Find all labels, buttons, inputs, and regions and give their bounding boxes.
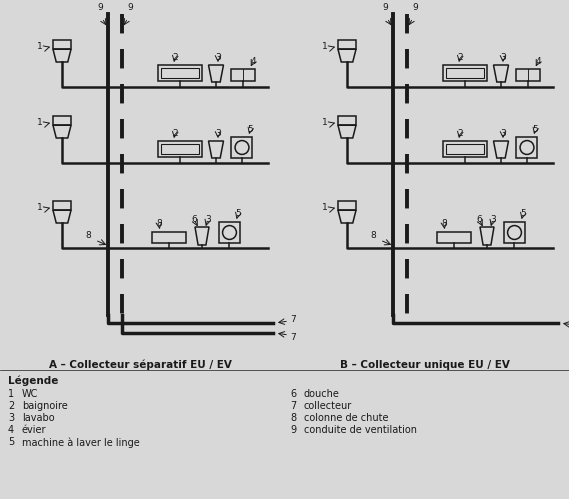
Text: A – Collecteur séparatif EU / EV: A – Collecteur séparatif EU / EV [48, 360, 232, 370]
Text: 9: 9 [412, 3, 418, 12]
Text: 1: 1 [37, 203, 43, 212]
Bar [161, 144, 199, 154]
Text: lavabo: lavabo [22, 413, 55, 423]
Text: 8: 8 [156, 220, 162, 229]
Text: 3: 3 [490, 215, 496, 224]
Text: 5: 5 [248, 124, 253, 134]
Text: 1: 1 [322, 203, 328, 212]
Bar [338, 116, 356, 125]
Text: 2: 2 [8, 401, 14, 411]
Text: 3: 3 [500, 129, 506, 138]
Text: 1: 1 [322, 41, 328, 50]
Text: 9: 9 [127, 3, 133, 12]
Bar [517, 69, 541, 81]
Text: 8: 8 [85, 232, 91, 241]
Text: 9: 9 [97, 3, 103, 12]
Text: baignoire: baignoire [22, 401, 68, 411]
Text: 5: 5 [235, 210, 241, 219]
Text: 7: 7 [290, 314, 296, 323]
Text: 6: 6 [290, 389, 296, 399]
Bar [338, 40, 356, 49]
Text: 2: 2 [172, 52, 178, 61]
Text: 5: 5 [8, 437, 14, 447]
Bar [338, 201, 356, 210]
Text: 2: 2 [457, 129, 463, 138]
Text: 1: 1 [37, 41, 43, 50]
Text: 7: 7 [290, 401, 296, 411]
Text: conduite de ventilation: conduite de ventilation [304, 425, 417, 435]
Text: 2: 2 [172, 129, 178, 138]
Text: 5: 5 [533, 124, 538, 134]
Text: 3: 3 [215, 52, 221, 61]
Bar [158, 65, 202, 81]
Text: WC: WC [22, 389, 38, 399]
Text: 9: 9 [382, 3, 388, 12]
Bar [446, 68, 484, 78]
Text: Légende: Légende [8, 376, 59, 387]
Text: 4: 4 [535, 56, 541, 65]
Text: 3: 3 [8, 413, 14, 423]
Bar [152, 232, 186, 243]
Text: collecteur: collecteur [304, 401, 352, 411]
Bar [517, 137, 538, 158]
Text: 8: 8 [290, 413, 296, 423]
Text: 3: 3 [205, 215, 211, 224]
Text: 2: 2 [457, 52, 463, 61]
Text: colonne de chute: colonne de chute [304, 413, 389, 423]
Text: 7: 7 [290, 332, 296, 341]
Bar [161, 68, 199, 78]
Bar [504, 222, 525, 243]
Bar [53, 40, 71, 49]
Bar [158, 141, 202, 157]
Text: 8: 8 [370, 232, 376, 241]
Text: 6: 6 [476, 215, 482, 224]
Text: machine à laver le linge: machine à laver le linge [22, 437, 140, 448]
Bar [219, 222, 240, 243]
Bar [443, 141, 487, 157]
Text: 1: 1 [37, 117, 43, 127]
Text: 3: 3 [215, 129, 221, 138]
Bar [53, 201, 71, 210]
Text: 8: 8 [441, 220, 447, 229]
Text: 4: 4 [251, 56, 256, 65]
Text: 1: 1 [8, 389, 14, 399]
Text: 1: 1 [322, 117, 328, 127]
Text: 4: 4 [8, 425, 14, 435]
Bar [53, 116, 71, 125]
Bar [232, 137, 253, 158]
Text: B – Collecteur unique EU / EV: B – Collecteur unique EU / EV [340, 360, 510, 370]
Text: 6: 6 [191, 215, 197, 224]
Text: 9: 9 [290, 425, 296, 435]
Bar [446, 144, 484, 154]
Bar [437, 232, 471, 243]
Bar [443, 65, 487, 81]
Text: douche: douche [304, 389, 340, 399]
Text: 5: 5 [520, 210, 526, 219]
Text: évier: évier [22, 425, 47, 435]
Text: 3: 3 [500, 52, 506, 61]
Bar [232, 69, 255, 81]
